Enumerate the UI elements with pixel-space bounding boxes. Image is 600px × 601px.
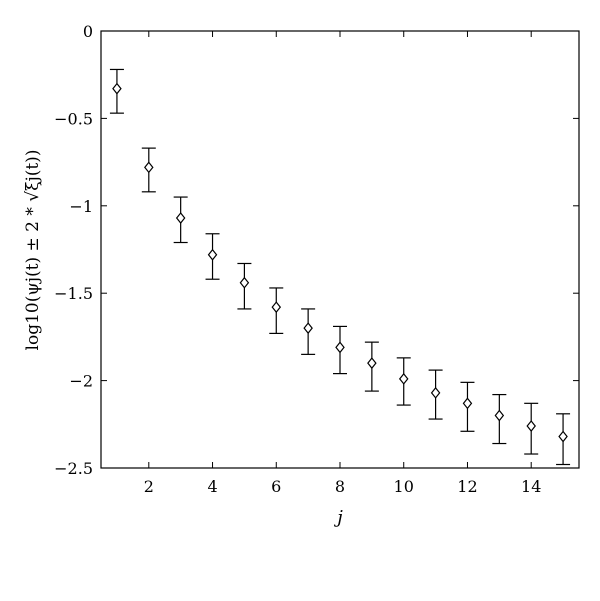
x-tick-label: 10 [394,477,414,496]
x-tick-label: 12 [457,477,477,496]
data-point [494,409,505,422]
x-tick-label: 2 [144,477,154,496]
plot-frame [100,30,580,469]
data-point [430,386,441,399]
x-axis-title: j [333,507,343,528]
y-tick-label: −1 [69,197,93,216]
y-axis-title-text: log10(ψj(t) ± 2 * √ξj(t)) [23,150,43,351]
y-axis-title: log10(ψj(t) ± 2 * √ξj(t)) [23,150,43,351]
y-tick-label: −2.5 [54,459,93,478]
data-point [144,161,154,174]
data-point [398,372,409,385]
data-point [558,430,568,443]
data-point [112,82,122,95]
x-tick-label: 4 [207,477,217,496]
data-points [112,82,568,443]
x-tick-label: 14 [521,477,541,496]
y-tick-label: −1.5 [54,284,93,303]
x-tick-label: 8 [335,477,345,496]
y-axis-ticks: 0 −0.5 −1 −1.5 −2 −2.5 [54,22,579,478]
data-point [239,276,250,289]
data-point [335,341,345,354]
data-point [207,248,218,261]
data-point [175,212,186,224]
error-bars [109,68,571,466]
x-axis-ticks: 2 4 6 8 10 12 14 [144,31,541,496]
x-tick-label: 6 [271,477,281,496]
data-point [271,301,282,314]
y-tick-label: −0.5 [54,109,93,128]
data-point [462,397,473,410]
y-tick-label: 0 [83,22,93,41]
data-point [367,357,377,370]
y-tick-label: −2 [69,372,93,391]
data-point [526,420,536,433]
data-point [303,322,313,335]
